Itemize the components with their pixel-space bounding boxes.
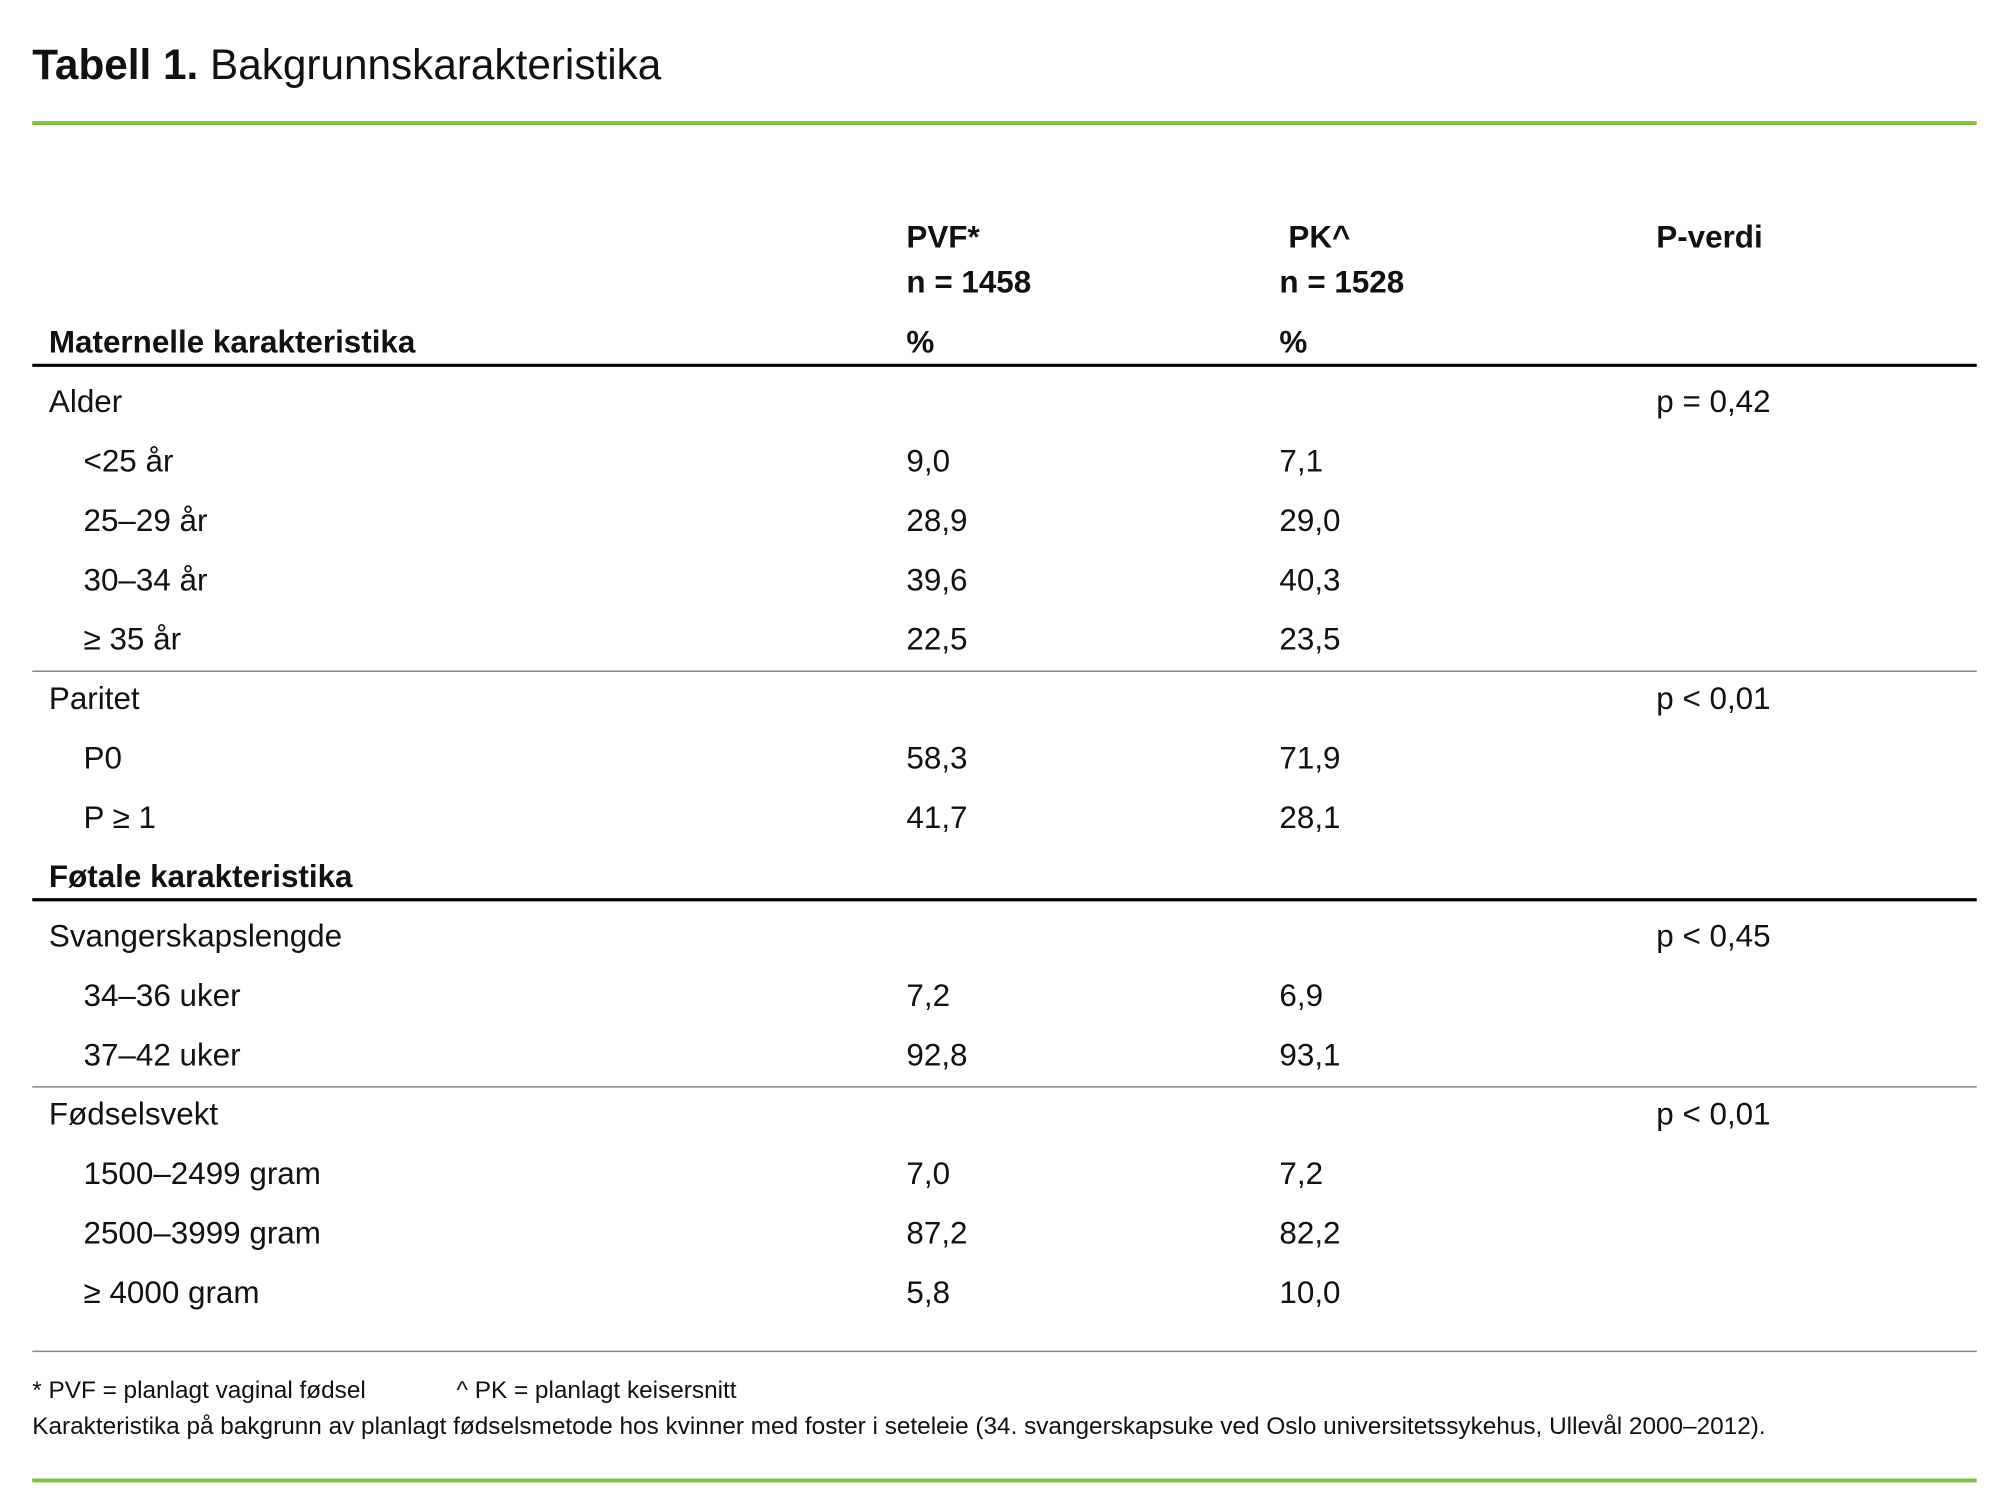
cell: 6,9	[1279, 978, 1323, 1013]
column-header: %	[1279, 325, 1307, 360]
group-label: Paritet	[49, 681, 140, 716]
p-value: p < 0,01	[1656, 1097, 1770, 1132]
p-value: p < 0,45	[1656, 919, 1770, 954]
cell: 7,2	[1279, 1156, 1323, 1191]
row-label: 1500–2499 gram	[84, 1156, 321, 1191]
cell: 7,2	[906, 978, 950, 1013]
group-label: Svangerskapslengde	[49, 919, 342, 954]
group-label: Alder	[49, 384, 122, 419]
row-label: ≥ 35 år	[84, 622, 182, 657]
column-header: %	[906, 325, 934, 360]
column-header: PVF*	[906, 220, 980, 255]
cell: 28,1	[1279, 800, 1340, 835]
row-label: 2500–3999 gram	[84, 1216, 321, 1251]
cell: 23,5	[1279, 622, 1340, 657]
row-label: P0	[84, 740, 122, 775]
cell: 41,7	[906, 800, 967, 835]
p-value: p < 0,01	[1656, 681, 1770, 716]
row-label: ≥ 4000 gram	[84, 1275, 260, 1310]
cell: 28,9	[906, 503, 967, 538]
row-label: 30–34 år	[84, 562, 208, 597]
cell: 7,1	[1279, 444, 1323, 479]
column-header: n = 1458	[906, 264, 1031, 299]
cell: 58,3	[906, 740, 967, 775]
row-label: <25 år	[84, 444, 174, 479]
column-header: PK^	[1288, 220, 1350, 255]
row-label: 37–42 uker	[84, 1037, 241, 1072]
cell: 9,0	[906, 444, 950, 479]
footnote: * PVF = planlagt vaginal fødsel	[32, 1377, 366, 1404]
footnote: ^ PK = planlagt keisersnitt	[457, 1377, 737, 1404]
p-value: p = 0,42	[1656, 384, 1770, 419]
group-label: Fødselsvekt	[49, 1097, 218, 1132]
title: Tabell 1. Bakgrunnskarakteristika	[32, 41, 661, 88]
section-title: Maternelle karakteristika	[49, 325, 416, 360]
cell: 5,8	[906, 1275, 950, 1310]
cell: 7,0	[906, 1156, 950, 1191]
cell: 29,0	[1279, 503, 1340, 538]
column-header: n = 1528	[1279, 264, 1404, 299]
cell: 10,0	[1279, 1275, 1340, 1310]
cell: 93,1	[1279, 1037, 1340, 1072]
cell: 71,9	[1279, 740, 1340, 775]
section-title: Føtale karakteristika	[49, 859, 353, 894]
title-text: Bakgrunnskarakteristika	[210, 41, 662, 88]
caption: Karakteristika på bakgrunn av planlagt f…	[32, 1413, 1765, 1440]
column-header: P-verdi	[1656, 220, 1762, 255]
cell: 22,5	[906, 622, 967, 657]
cell: 39,6	[906, 562, 967, 597]
cell: 92,8	[906, 1037, 967, 1072]
cell: 82,2	[1279, 1216, 1340, 1251]
title-label: Tabell 1.	[32, 41, 198, 88]
row-label: P ≥ 1	[84, 800, 157, 835]
cell: 87,2	[906, 1216, 967, 1251]
row-label: 25–29 år	[84, 503, 208, 538]
cell: 40,3	[1279, 562, 1340, 597]
row-label: 34–36 uker	[84, 978, 241, 1013]
